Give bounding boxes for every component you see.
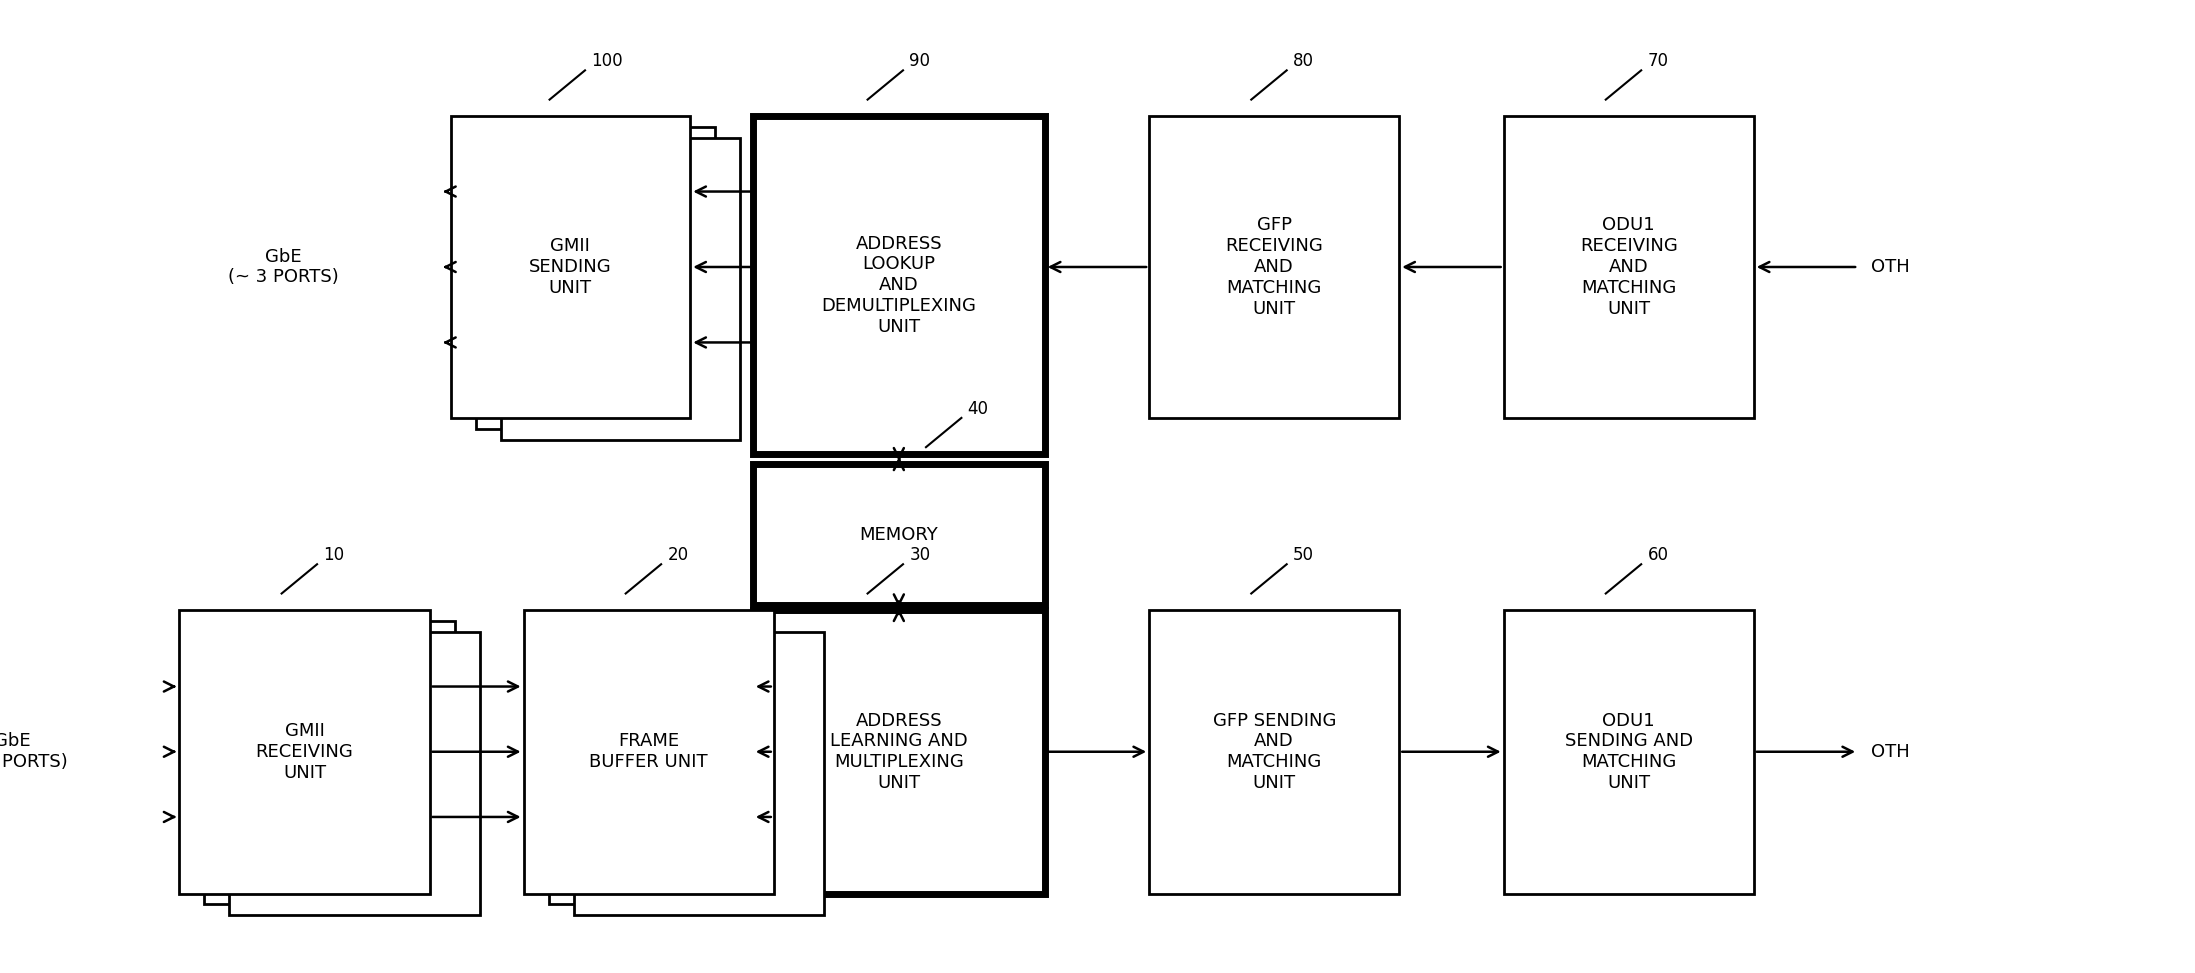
Text: GFP SENDING
AND
MATCHING
UNIT: GFP SENDING AND MATCHING UNIT — [1212, 711, 1337, 792]
Text: OTH: OTH — [1870, 742, 1910, 761]
Text: GMII
SENDING
UNIT: GMII SENDING UNIT — [529, 237, 612, 297]
Text: 90: 90 — [909, 53, 931, 70]
Bar — [753, 116, 1045, 454]
Text: 40: 40 — [968, 400, 988, 417]
Text: 70: 70 — [1648, 53, 1668, 70]
Bar — [525, 610, 773, 893]
Text: OTH: OTH — [1870, 258, 1910, 276]
Text: 60: 60 — [1648, 546, 1668, 564]
Bar — [230, 631, 481, 916]
Text: GbE
(~ 3 PORTS): GbE (~ 3 PORTS) — [0, 733, 68, 772]
Bar — [450, 116, 689, 418]
Bar — [476, 127, 716, 429]
Text: 80: 80 — [1293, 53, 1315, 70]
Bar — [1504, 610, 1754, 893]
Bar — [1150, 116, 1400, 418]
Bar — [180, 610, 430, 893]
Text: GbE
(~ 3 PORTS): GbE (~ 3 PORTS) — [228, 247, 338, 286]
Bar — [753, 464, 1045, 605]
Bar — [573, 631, 823, 916]
Bar — [1150, 610, 1400, 893]
Bar — [1504, 116, 1754, 418]
Text: ODU1
RECEIVING
AND
MATCHING
UNIT: ODU1 RECEIVING AND MATCHING UNIT — [1580, 216, 1677, 317]
Text: 50: 50 — [1293, 546, 1315, 564]
Text: FRAME
BUFFER UNIT: FRAME BUFFER UNIT — [588, 733, 709, 772]
Text: ADDRESS
LEARNING AND
MULTIPLEXING
UNIT: ADDRESS LEARNING AND MULTIPLEXING UNIT — [830, 711, 968, 792]
Bar — [500, 138, 740, 440]
Text: GFP
RECEIVING
AND
MATCHING
UNIT: GFP RECEIVING AND MATCHING UNIT — [1225, 216, 1324, 317]
Text: ADDRESS
LOOKUP
AND
DEMULTIPLEXING
UNIT: ADDRESS LOOKUP AND DEMULTIPLEXING UNIT — [821, 234, 977, 336]
Bar — [753, 610, 1045, 893]
Text: 100: 100 — [590, 53, 623, 70]
Bar — [204, 621, 454, 905]
Text: MEMORY: MEMORY — [860, 525, 937, 544]
Text: ODU1
SENDING AND
MATCHING
UNIT: ODU1 SENDING AND MATCHING UNIT — [1565, 711, 1692, 792]
Bar — [549, 621, 799, 905]
Text: 30: 30 — [909, 546, 931, 564]
Text: 10: 10 — [323, 546, 345, 564]
Text: GMII
RECEIVING
UNIT: GMII RECEIVING UNIT — [255, 722, 353, 781]
Text: 20: 20 — [667, 546, 689, 564]
